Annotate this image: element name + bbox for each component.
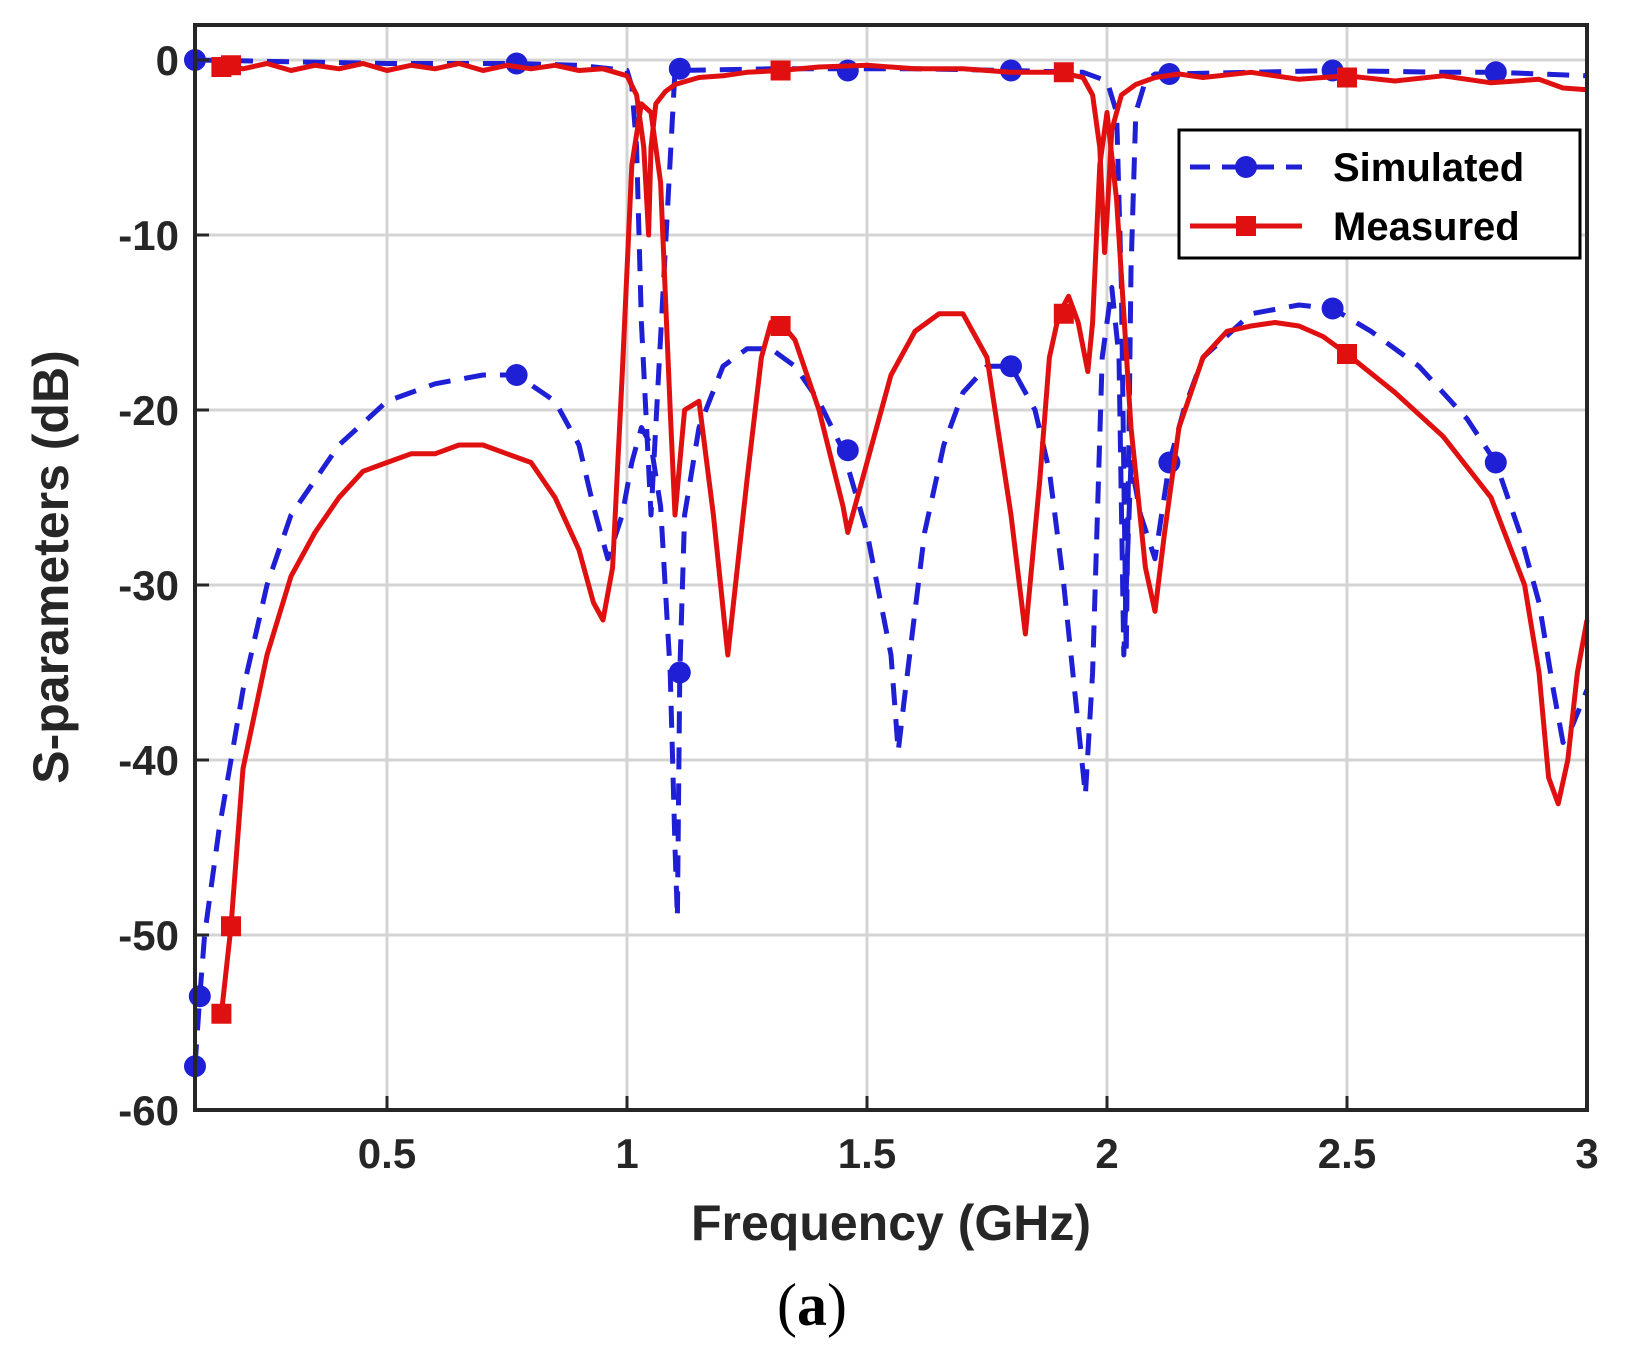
measured-s21-marker	[1053, 62, 1074, 83]
x-tick-label: 1	[615, 1130, 638, 1177]
grid	[195, 25, 1589, 1112]
y-tick-label: -20	[118, 387, 179, 434]
simulated-s11-marker	[1484, 451, 1507, 474]
caption-open-paren: (	[777, 1272, 797, 1338]
legend: Simulated Measured	[1177, 128, 1582, 260]
simulated-s11-marker	[836, 439, 859, 462]
measured-s11-marker	[211, 1003, 232, 1024]
y-tick-label: -10	[118, 212, 179, 259]
figure-caption: (a)	[777, 1272, 847, 1338]
simulated-s11-marker	[505, 364, 528, 386]
simulated-s21-marker	[1484, 61, 1507, 84]
legend-simulated-label: Simulated	[1333, 146, 1524, 190]
simulated-s11-marker	[1000, 355, 1022, 378]
y-tick-label: -40	[118, 737, 179, 784]
simulated-s11-marker	[1321, 297, 1344, 320]
axis-ticks: 0.5 1 1.5 2 2.5 3 0 -10 -20 -30 -40 -50 -60	[118, 37, 1598, 1177]
simulated-s21-marker	[668, 57, 691, 80]
simulated-s11-marker	[188, 985, 211, 1008]
x-axis-label: Frequency (GHz)	[691, 1195, 1091, 1251]
simulated-s11-marker	[668, 661, 691, 684]
measured-s11-line	[218, 101, 1590, 1015]
legend-measured-marker	[1236, 216, 1256, 236]
simulated-s21-marker	[836, 59, 859, 82]
legend-simulated-marker	[1235, 156, 1257, 178]
plot-frame	[193, 23, 1589, 1112]
caption-letter: a	[797, 1272, 827, 1338]
legend-measured-label: Measured	[1333, 205, 1520, 249]
y-tick-label: 0	[156, 37, 179, 84]
measured-s21-marker	[221, 55, 241, 76]
measured-s11-marker	[770, 316, 791, 336]
y-tick-label: -60	[118, 1087, 179, 1134]
x-tick-label: 2.5	[1318, 1130, 1376, 1177]
x-tick-label: 2	[1095, 1130, 1118, 1177]
measured-s11-marker	[1337, 344, 1357, 364]
measured-s11-marker	[221, 916, 241, 937]
data-series	[184, 49, 1590, 1078]
y-tick-label: -30	[118, 562, 179, 609]
measured-s21-marker	[770, 60, 791, 81]
x-tick-label: 3	[1575, 1130, 1598, 1177]
caption-close-paren: )	[827, 1272, 847, 1338]
measured-s21-line	[213, 61, 1588, 255]
measured-s21-marker	[1337, 67, 1357, 88]
y-tick-label: -50	[118, 912, 179, 959]
x-tick-label: 1.5	[838, 1130, 896, 1177]
x-tick-label: 0.5	[358, 1130, 416, 1177]
simulated-s11-line	[192, 285, 1590, 1067]
y-axis-label: S-parameters (dB)	[23, 350, 79, 783]
legend-box	[1177, 128, 1582, 260]
measured-s11-marker	[1053, 303, 1074, 324]
